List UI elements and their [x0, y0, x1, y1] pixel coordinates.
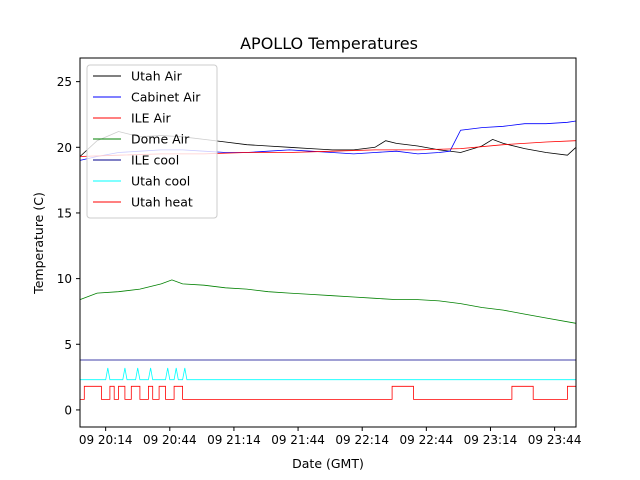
legend-label: Utah cool — [131, 174, 190, 189]
x-axis: 09 20:14 09 20:44 09 21:14 09 21:44 09 22:14… — [79, 427, 582, 447]
x-tick-label: 09 21:44 — [271, 433, 325, 447]
legend-label: ILE cool — [131, 153, 179, 168]
y-tick-label: 25 — [57, 75, 72, 89]
legend-label: Utah heat — [131, 195, 193, 210]
y-axis-label: Temperature (C) — [31, 192, 46, 295]
series-line-utah-cool — [80, 367, 576, 381]
series-line-dome-air — [79, 279, 577, 324]
legend-box — [86, 64, 218, 219]
x-axis-label: Date (GMT) — [292, 456, 364, 471]
series-line-utah-heat — [80, 385, 576, 400]
y-tick-label: 5 — [64, 338, 72, 352]
y-axis: 0 5 10 15 20 25 — [57, 75, 80, 417]
x-tick-label: 09 23:14 — [464, 433, 518, 447]
x-tick-label: 09 23:44 — [528, 433, 582, 447]
x-tick-label: 09 20:44 — [143, 433, 197, 447]
x-tick-label: 09 22:14 — [335, 433, 389, 447]
plot-frame — [79, 57, 577, 428]
legend: Utah Air Cabinet Air ILE Air Dome Air ILE co… — [86, 64, 218, 219]
x-tick-label: 09 22:44 — [400, 433, 454, 447]
y-tick-label: 15 — [57, 206, 72, 220]
y-tick-label: 20 — [57, 141, 72, 155]
x-tick-label: 09 21:14 — [207, 433, 261, 447]
x-tick-label: 09 20:14 — [79, 433, 133, 447]
legend-label: ILE Air — [131, 111, 172, 126]
y-tick-label: 10 — [57, 272, 72, 286]
legend-label: Utah Air — [131, 69, 183, 84]
chart-title: APOLLO Temperatures — [240, 34, 418, 53]
y-tick-label: 0 — [64, 403, 72, 417]
legend-label: Dome Air — [131, 132, 190, 147]
legend-label: Cabinet Air — [131, 90, 201, 105]
